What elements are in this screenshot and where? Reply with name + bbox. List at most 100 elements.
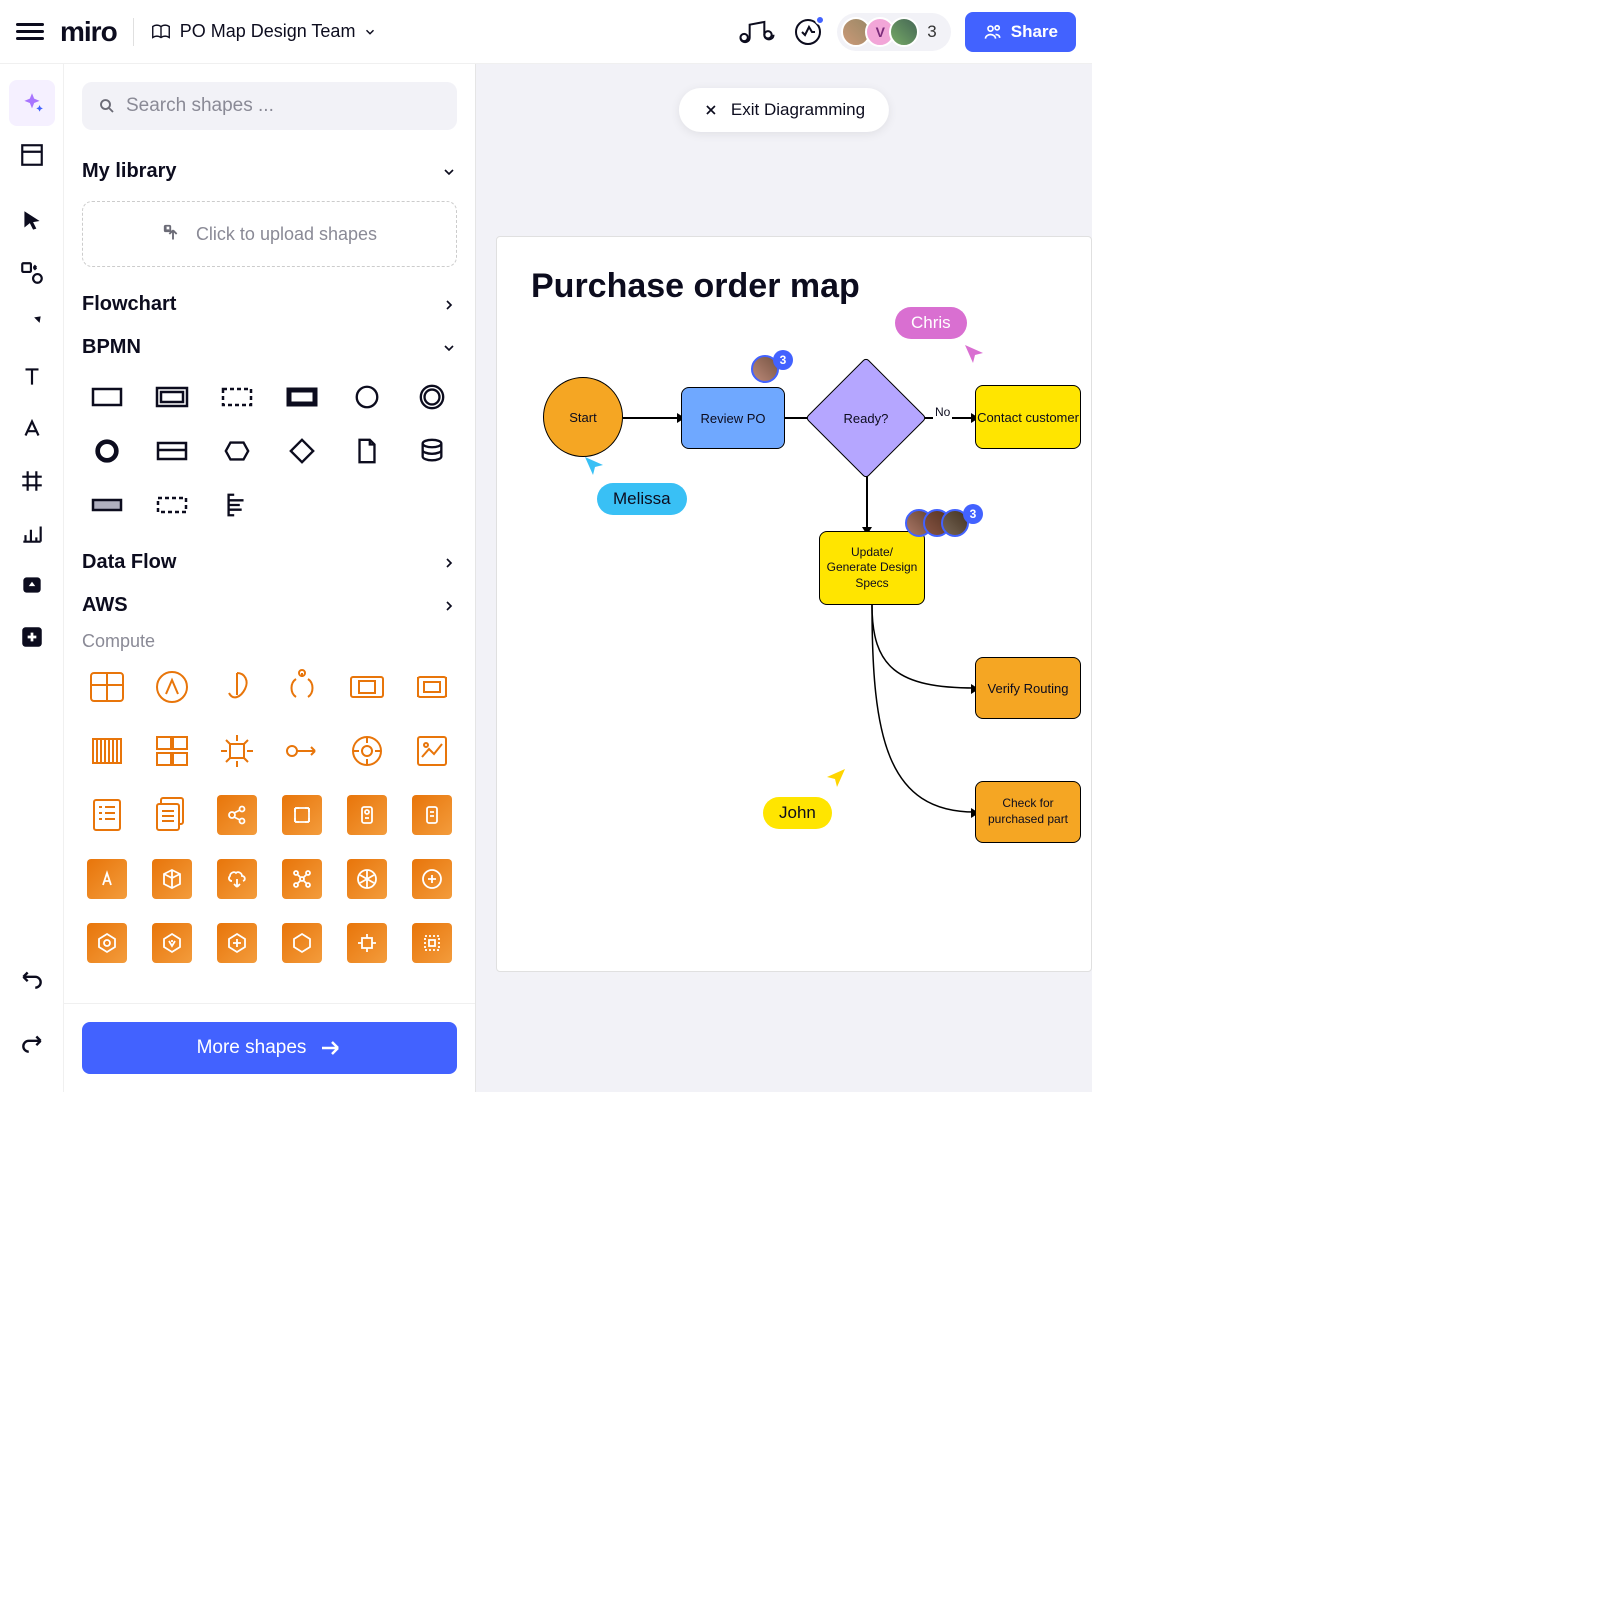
aws-shape[interactable]: [216, 922, 259, 964]
shape-rect-dashed[interactable]: [216, 379, 259, 415]
node-verify[interactable]: Verify Routing: [975, 657, 1081, 719]
aws-shape[interactable]: [151, 922, 194, 964]
aws-shape[interactable]: [216, 666, 259, 708]
aws-shape[interactable]: [86, 730, 129, 772]
card-tool[interactable]: [9, 562, 55, 608]
undo-button[interactable]: [9, 956, 55, 1002]
shape-card[interactable]: [151, 433, 194, 469]
board-selector[interactable]: PO Map Design Team: [150, 21, 378, 43]
aws-shape[interactable]: [410, 794, 453, 836]
badge-count: 3: [773, 350, 793, 370]
people-icon: [983, 22, 1003, 42]
more-shapes-button[interactable]: More shapes: [82, 1022, 457, 1074]
text-tool[interactable]: [9, 354, 55, 400]
aws-shape[interactable]: [410, 858, 453, 900]
aws-shape[interactable]: [216, 858, 259, 900]
badge-count: 3: [963, 504, 983, 524]
aws-shape[interactable]: [280, 666, 323, 708]
chevron-right-icon: [441, 555, 457, 571]
shape-select-dashed[interactable]: [151, 487, 194, 523]
shape-rect[interactable]: [86, 379, 129, 415]
aws-shape[interactable]: [151, 730, 194, 772]
shape-bar[interactable]: [86, 487, 129, 523]
aws-subsection-label: Compute: [82, 627, 457, 652]
aws-shape[interactable]: [280, 858, 323, 900]
aws-shape[interactable]: [410, 730, 453, 772]
shape-rect-thick[interactable]: [280, 379, 323, 415]
participant-count: 3: [927, 22, 936, 42]
cursor-icon: [583, 455, 607, 479]
edge-label: No: [933, 405, 952, 419]
node-check[interactable]: Check for purchased part: [975, 781, 1081, 843]
reactions-icon[interactable]: [735, 18, 779, 46]
edge-curve: [497, 237, 1097, 857]
select-tool[interactable]: [9, 198, 55, 244]
font-tool[interactable]: [9, 406, 55, 452]
shape-hexagon[interactable]: [216, 433, 259, 469]
aws-shape[interactable]: [86, 794, 129, 836]
upload-shapes[interactable]: Click to upload shapes: [82, 201, 457, 267]
shapes-tool[interactable]: [9, 250, 55, 296]
ai-tool[interactable]: [9, 80, 55, 126]
aws-shape[interactable]: [345, 858, 388, 900]
search-input[interactable]: [126, 95, 441, 117]
shape-document[interactable]: [345, 433, 388, 469]
shape-database[interactable]: [410, 433, 453, 469]
aws-shape[interactable]: [216, 794, 259, 836]
aws-shape[interactable]: [151, 666, 194, 708]
node-contact[interactable]: Contact customer: [975, 385, 1081, 449]
exit-diagramming-button[interactable]: Exit Diagramming: [679, 88, 889, 132]
book-icon: [150, 21, 172, 43]
share-button[interactable]: Share: [965, 12, 1076, 52]
aws-shape[interactable]: [86, 666, 129, 708]
section-my-library[interactable]: My library: [82, 150, 457, 193]
section-flowchart[interactable]: Flowchart: [82, 283, 457, 326]
redo-button[interactable]: [9, 1020, 55, 1066]
section-aws[interactable]: AWS: [82, 584, 457, 627]
aws-shape[interactable]: [345, 730, 388, 772]
upload-icon: [162, 223, 184, 245]
shape-circle[interactable]: [345, 379, 388, 415]
aws-shape[interactable]: [280, 794, 323, 836]
section-label: AWS: [82, 594, 128, 617]
chart-tool[interactable]: [9, 510, 55, 556]
aws-shape[interactable]: [345, 794, 388, 836]
node-start[interactable]: Start: [543, 377, 623, 457]
board-canvas[interactable]: Purchase order map No Start Review PO Re…: [496, 236, 1092, 972]
aws-shape[interactable]: [410, 922, 453, 964]
section-label: BPMN: [82, 336, 141, 359]
aws-shape[interactable]: [151, 858, 194, 900]
aws-shape[interactable]: [216, 730, 259, 772]
line-tool[interactable]: [9, 302, 55, 348]
node-update[interactable]: Update/ Generate Design Specs: [819, 531, 925, 605]
section-bpmn[interactable]: BPMN: [82, 326, 457, 369]
aws-shape[interactable]: [280, 922, 323, 964]
shape-diamond[interactable]: [280, 433, 323, 469]
activity-icon[interactable]: [793, 17, 823, 47]
grid-tool[interactable]: [9, 458, 55, 504]
cursor-icon: [963, 343, 987, 367]
search-shapes[interactable]: [82, 82, 457, 130]
chevron-down-icon: [441, 340, 457, 356]
add-tool[interactable]: [9, 614, 55, 660]
shape-circle-thick[interactable]: [86, 433, 129, 469]
node-review[interactable]: Review PO: [681, 387, 785, 449]
aws-shape[interactable]: [86, 922, 129, 964]
aws-shape[interactable]: [86, 858, 129, 900]
aws-shape[interactable]: [151, 794, 194, 836]
section-dataflow[interactable]: Data Flow: [82, 541, 457, 584]
node-ready[interactable]: Ready?: [805, 357, 927, 479]
chevron-down-icon: [441, 164, 457, 180]
shape-rect-double[interactable]: [151, 379, 194, 415]
frames-tool[interactable]: [9, 132, 55, 178]
menu-button[interactable]: [16, 18, 44, 46]
aws-shape[interactable]: [280, 730, 323, 772]
aws-shape[interactable]: [410, 666, 453, 708]
collaborator-badge[interactable]: 3: [751, 355, 793, 383]
shape-annotation[interactable]: [216, 487, 259, 523]
shape-circle-double[interactable]: [410, 379, 453, 415]
collaborator-badge[interactable]: 3: [905, 509, 983, 537]
aws-shape[interactable]: [345, 666, 388, 708]
participants-pill[interactable]: V 3: [837, 13, 950, 51]
aws-shape[interactable]: [345, 922, 388, 964]
